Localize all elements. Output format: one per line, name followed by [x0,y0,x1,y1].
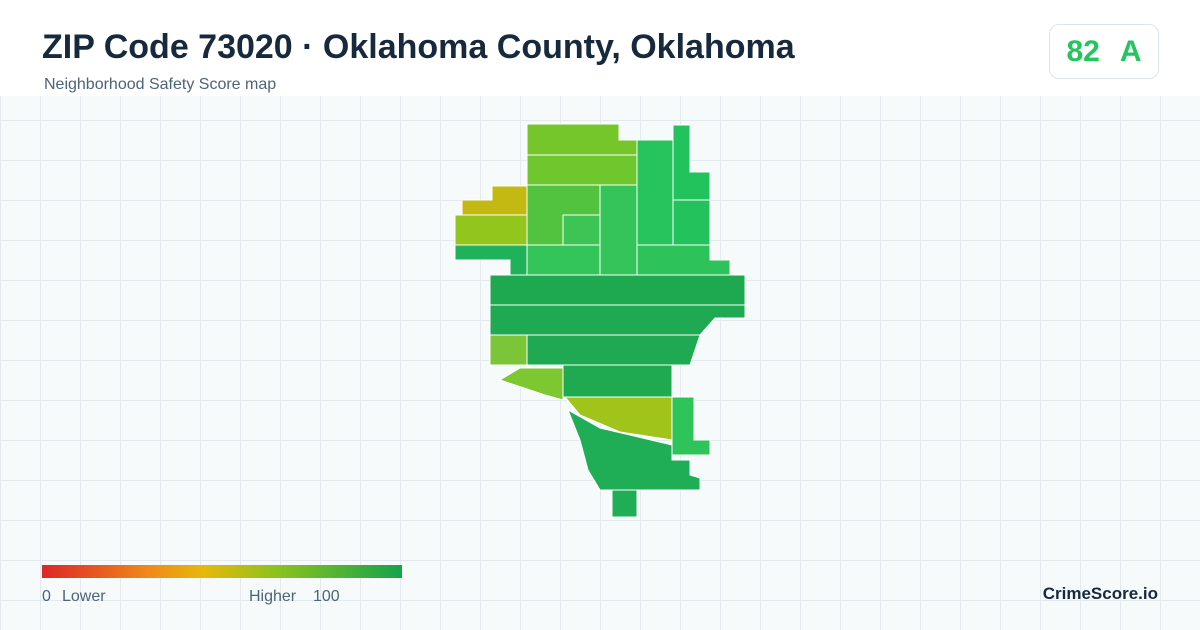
map-area [489,334,528,366]
map-area [563,396,673,441]
map-area [526,334,701,366]
map-area [489,304,746,336]
map-area [562,214,601,246]
map-area [562,364,673,398]
legend-min-label: Lower [62,588,106,605]
grade: A [1119,34,1142,68]
legend-min: 0 [42,588,51,605]
legend-max-label: Higher [249,588,297,605]
title: ZIP Code 73020 · Oklahoma County, Oklaho… [42,28,795,66]
map-area [567,408,701,491]
map-area [636,139,674,246]
map-area [526,244,601,276]
subtitle: Neighborhood Safety Score map [44,76,277,93]
map-area [611,489,638,518]
map-area [636,244,731,276]
map-area [526,154,638,186]
brand: CrimeScore.io [1042,584,1158,603]
header [0,0,1200,96]
map-area [526,123,638,156]
score: 82 [1066,34,1100,68]
map-area [454,244,528,276]
map-area [498,367,564,401]
map-area [489,274,746,306]
score-badge: 82 A [1049,24,1159,79]
map-areas [454,123,746,518]
map-area [671,396,711,456]
legend-max: 100 [313,588,340,605]
map-area [672,124,711,201]
map-area [461,185,528,216]
legend-gradient [42,565,402,578]
map-area [672,199,711,246]
map-area [454,214,528,246]
